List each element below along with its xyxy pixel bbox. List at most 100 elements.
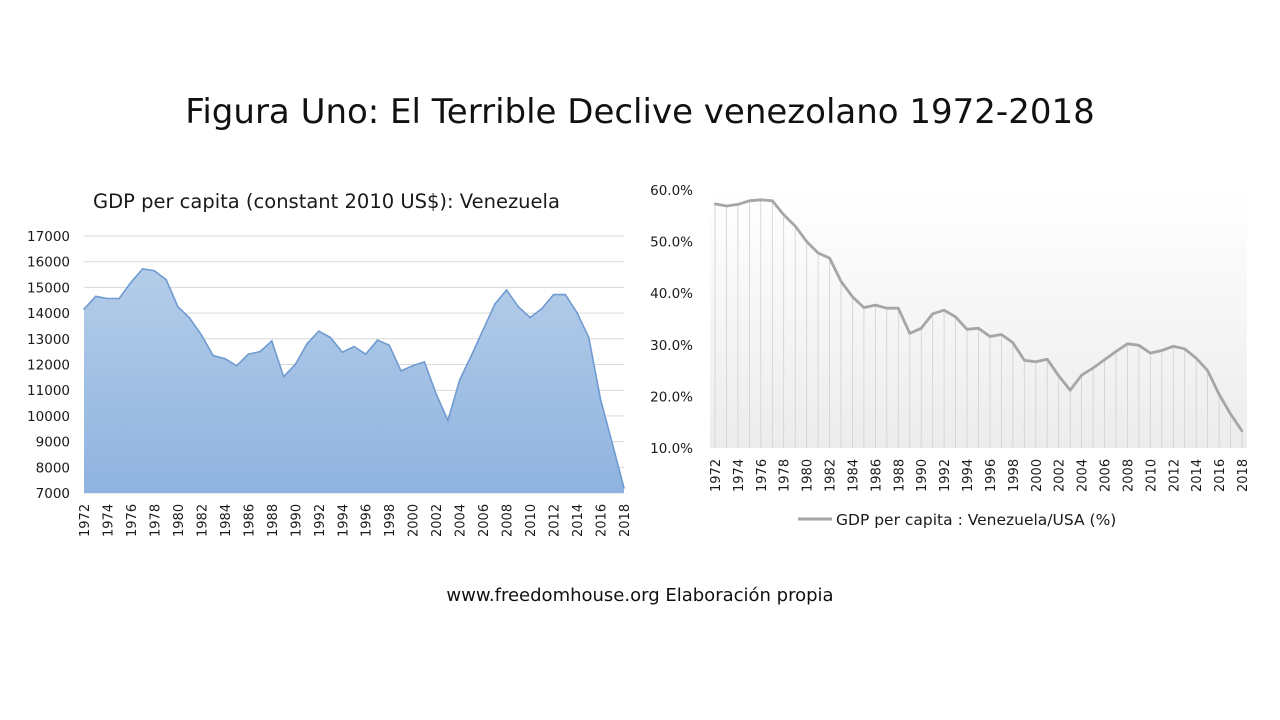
ratio-data-point [1183,347,1186,351]
right-x-tick-label: 2014 [1190,459,1205,492]
gdp-data-point [529,316,531,319]
gdp-data-point [271,340,273,342]
left-x-tick-label: 1982 [195,504,210,537]
right-y-tick-label: 40.0% [650,286,693,302]
right-x-tick-label: 2012 [1167,459,1182,492]
ratio-data-point [828,256,831,260]
left-plot-area [83,268,625,493]
ratio-data-point [1137,344,1141,347]
right-drop-lines [714,199,1243,448]
gdp-data-point [306,343,308,345]
right-y-tick-label: 30.0% [650,338,693,354]
gdp-data-point [541,307,543,310]
left-x-tick-label: 2014 [571,504,586,537]
ratio-data-point [1217,393,1221,396]
right-plot-line [713,198,1244,433]
ratio-data-point [931,312,934,315]
ratio-data-point [759,198,762,201]
ratio-data-point [1011,341,1015,344]
left-x-tick-label: 2006 [477,504,492,537]
right-x-tick-label: 1980 [801,459,816,492]
left-x-tick-label: 2002 [430,504,445,537]
right-y-axis: 10.0% 20.0% 30.0% 40.0% 50.0% 60.0% [650,183,693,457]
right-x-tick-label: 2000 [1030,459,1045,492]
right-x-tick-label: 1996 [984,459,999,492]
left-y-tick-label: 12000 [27,358,70,374]
left-x-tick-label: 2012 [548,504,563,537]
left-x-tick-label: 2000 [407,504,422,537]
ratio-data-point [1149,351,1152,355]
gdp-data-point [247,353,250,355]
gdp-data-point [212,354,214,357]
ratio-data-point [1195,357,1198,360]
ratio-data-point [1069,389,1072,392]
ratio-data-point [736,203,740,206]
left-x-tick-label: 1988 [266,504,281,537]
ratio-data-point [771,199,774,202]
ratio-data-point [965,328,969,331]
gdp-data-point [188,317,191,319]
right-x-axis: 1972 1974 1976 1978 1980 1982 1984 1986 1988 1990… [709,459,1251,492]
left-x-tick-label: 2008 [501,504,516,537]
right-x-tick-label: 2018 [1236,459,1251,492]
ratio-data-point [1046,358,1049,361]
legend-label: GDP per capita : Venezuela/USA (%) [836,511,1116,529]
left-y-tick-label: 10000 [27,409,70,425]
left-x-tick-label: 2010 [524,504,539,537]
gdp-data-point [318,330,320,332]
left-x-tick-label: 1976 [125,504,140,537]
ratio-data-point [1229,412,1232,416]
right-x-tick-label: 1988 [892,459,907,492]
gdp-data-point [388,344,391,346]
gdp-data-point [588,336,590,339]
left-y-tick-label: 13000 [27,332,70,348]
source-note: www.freedomhouse.org Elaboración propia [446,585,834,606]
gdp-data-point [294,363,297,366]
ratio-data-point [725,204,728,208]
left-x-tick-label: 1996 [360,504,375,537]
right-x-tick-label: 1978 [778,459,793,492]
left-x-tick-label: 1978 [148,504,163,537]
right-x-tick-label: 2002 [1053,459,1068,492]
left-x-tick-label: 1990 [289,504,304,537]
left-y-tick-label: 11000 [27,383,70,399]
ratio-data-point [805,240,808,243]
gdp-per-capita-chart: GDP per capita (constant 2010 US$): Vene… [27,190,633,537]
gdp-data-point [83,308,85,310]
right-x-tick-label: 1994 [961,459,976,492]
gdp-data-point [400,370,402,372]
gdp-data-point [482,329,484,331]
gdp-data-point [364,353,367,355]
ratio-data-point [851,295,854,298]
left-y-tick-label: 16000 [27,255,70,271]
ratio-data-point [1114,350,1118,353]
left-x-tick-label: 1994 [336,504,351,537]
right-x-tick-label: 1990 [915,459,930,492]
right-x-tick-label: 1984 [847,459,862,492]
gdp-data-point [564,293,567,296]
ratio-data-point [1206,369,1209,372]
gdp-data-point [599,398,602,400]
gdp-data-point [458,379,461,381]
left-x-tick-label: 2004 [454,504,469,537]
left-y-tick-label: 8000 [36,460,70,476]
gdp-data-point [341,351,344,353]
gdp-data-point [259,350,261,353]
gdp-data-point [423,361,426,363]
right-y-tick-label: 20.0% [650,389,693,405]
gdp-data-point [282,375,285,378]
gdp-area-fill [84,268,624,493]
ratio-data-point [874,303,877,307]
gdp-data-point [505,289,508,291]
gdp-data-point [200,334,203,336]
ratio-data-point [713,202,717,206]
ratio-data-point [1126,342,1129,345]
right-x-tick-label: 1992 [938,459,953,492]
left-x-tick-label: 1984 [219,504,234,537]
right-x-tick-label: 1998 [1007,459,1022,492]
left-y-tick-label: 7000 [36,486,70,502]
ratio-data-point [954,315,957,319]
right-x-tick-label: 2004 [1076,459,1091,492]
ratio-data-point [1080,374,1083,377]
ratio-data-point [885,307,888,310]
